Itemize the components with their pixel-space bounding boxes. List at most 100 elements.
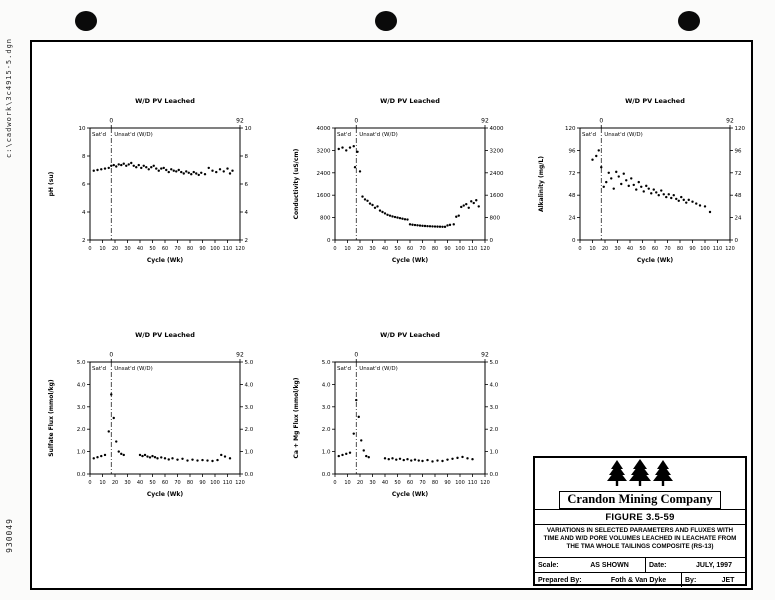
svg-text:4: 4 [245,210,249,216]
svg-text:0.0: 0.0 [77,472,86,478]
svg-text:Sat'd: Sat'd [582,132,596,138]
svg-text:1600: 1600 [317,193,331,199]
svg-text:60: 60 [652,246,658,252]
svg-text:2400: 2400 [490,171,504,177]
svg-text:Unsat'd (W/D): Unsat'd (W/D) [114,132,152,138]
svg-text:70: 70 [174,480,180,486]
svg-text:48: 48 [735,193,742,199]
svg-text:800: 800 [320,216,331,222]
svg-text:2.0: 2.0 [322,427,331,433]
chart-sulfate-flux: W/D PV Leached 0 92 0.0 0.0 1.0 1.0 2.0 2.0 3.0 3.… [42,322,260,518]
svg-text:10: 10 [79,126,86,132]
svg-text:5.0: 5.0 [245,360,254,366]
svg-text:70: 70 [419,246,425,252]
svg-text:2: 2 [82,238,86,244]
svg-text:Alkalinity (mg/L): Alkalinity (mg/L) [538,156,545,212]
svg-text:100: 100 [210,246,220,252]
svg-text:110: 110 [468,246,478,252]
svg-text:70: 70 [664,246,670,252]
prepared-by-label: Prepared By: [538,576,582,584]
svg-text:0: 0 [354,118,358,125]
svg-text:20: 20 [357,480,363,486]
svg-text:24: 24 [735,216,742,222]
svg-text:5.0: 5.0 [322,360,331,366]
svg-text:110: 110 [468,480,478,486]
svg-text:W/D PV Leached: W/D PV Leached [135,97,195,105]
svg-text:4000: 4000 [490,126,504,132]
svg-text:30: 30 [124,246,130,252]
svg-text:100: 100 [455,480,465,486]
figure-description: VARIATIONS IN SELECTED PARAMETERS AND FL… [535,524,745,557]
svg-text:0: 0 [88,480,91,486]
svg-text:100: 100 [700,246,710,252]
prepared-by-value: Foth & Van Dyke [610,576,667,584]
svg-text:0.0: 0.0 [490,472,499,478]
svg-text:2400: 2400 [317,171,331,177]
svg-text:10: 10 [99,246,105,252]
svg-text:0.0: 0.0 [322,472,331,478]
svg-text:0: 0 [333,246,336,252]
svg-text:40: 40 [627,246,633,252]
svg-text:40: 40 [137,480,143,486]
svg-text:80: 80 [187,480,193,486]
svg-text:Cycle (Wk): Cycle (Wk) [147,257,183,264]
svg-text:90: 90 [689,246,695,252]
svg-text:0: 0 [333,480,336,486]
company-name: Crandon Mining Company [559,491,721,509]
svg-text:10: 10 [344,480,350,486]
svg-text:2.0: 2.0 [77,427,86,433]
chart-ca-mg-flux: W/D PV Leached 0 92 0.0 0.0 1.0 1.0 2.0 2.0 3.0 3.… [287,322,505,518]
svg-text:92: 92 [236,352,244,359]
binder-hole [375,11,397,31]
svg-text:Sat'd: Sat'd [92,132,106,138]
svg-text:40: 40 [382,246,388,252]
svg-text:Sulfate Flux (mmol/kg): Sulfate Flux (mmol/kg) [48,379,55,457]
svg-text:0.0: 0.0 [245,472,254,478]
svg-text:Sat'd: Sat'd [337,366,351,372]
svg-text:30: 30 [124,480,130,486]
svg-text:Cycle (Wk): Cycle (Wk) [147,491,183,498]
scale-label: Scale: [538,561,559,569]
svg-text:120: 120 [480,246,490,252]
svg-text:90: 90 [444,246,450,252]
svg-text:50: 50 [639,246,645,252]
svg-text:50: 50 [394,480,400,486]
cad-filename-stamp: c:\cadwork\3c4915-5.dgn [5,38,13,158]
svg-text:Conductivity (uS/cm): Conductivity (uS/cm) [293,148,300,219]
svg-text:90: 90 [199,246,205,252]
chart-alkalinity: W/D PV Leached 0 92 0 0 24 24 48 48 72 72 96 96 120 12… [532,88,750,284]
svg-text:96: 96 [735,148,742,154]
svg-text:W/D PV Leached: W/D PV Leached [380,97,440,105]
svg-text:0: 0 [88,246,91,252]
svg-text:80: 80 [187,246,193,252]
svg-text:4000: 4000 [317,126,331,132]
svg-text:pH (su): pH (su) [48,171,55,196]
svg-text:3200: 3200 [317,148,331,154]
svg-text:3.0: 3.0 [490,405,499,411]
svg-text:110: 110 [223,480,233,486]
svg-text:20: 20 [112,480,118,486]
svg-text:1.0: 1.0 [77,450,86,456]
chart-conductivity: W/D PV Leached 0 92 0 0 800 800 1600 1600 2400 240… [287,88,505,284]
svg-text:110: 110 [223,246,233,252]
svg-text:60: 60 [407,480,413,486]
svg-text:2: 2 [245,238,249,244]
svg-text:60: 60 [407,246,413,252]
svg-text:96: 96 [569,148,576,154]
svg-text:0: 0 [599,118,603,125]
svg-text:8: 8 [245,154,249,160]
svg-text:72: 72 [735,171,742,177]
svg-text:Unsat'd (W/D): Unsat'd (W/D) [359,366,397,372]
binder-hole [75,11,97,31]
svg-text:Cycle (Wk): Cycle (Wk) [637,257,673,264]
svg-text:10: 10 [589,246,595,252]
svg-text:80: 80 [432,246,438,252]
svg-text:48: 48 [569,193,576,199]
svg-text:4.0: 4.0 [322,382,331,388]
svg-text:10: 10 [99,480,105,486]
svg-text:W/D PV Leached: W/D PV Leached [625,97,685,105]
svg-text:0: 0 [572,238,576,244]
svg-text:92: 92 [236,118,244,125]
svg-text:4: 4 [82,210,86,216]
svg-text:6: 6 [245,182,249,188]
